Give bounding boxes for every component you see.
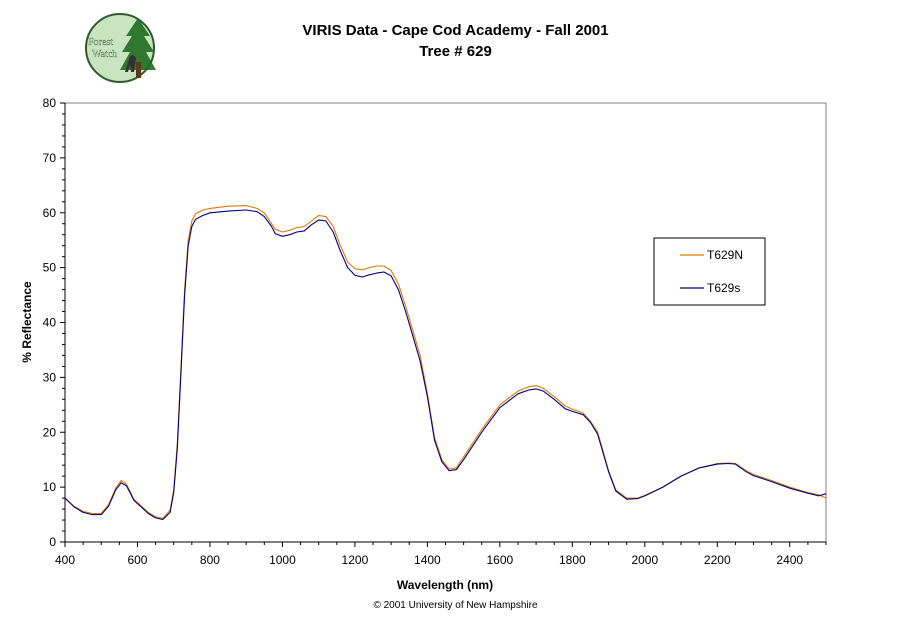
legend-label-t629s: T629s bbox=[707, 281, 740, 295]
series-layer bbox=[64, 205, 827, 521]
tree-icon bbox=[120, 18, 156, 70]
x-tick-label: 2200 bbox=[704, 553, 731, 567]
y-tick-label: 30 bbox=[43, 370, 57, 384]
logo-text-watch: Watch bbox=[92, 49, 117, 60]
x-tick-label: 2000 bbox=[631, 553, 658, 567]
y-tick-label: 20 bbox=[43, 425, 57, 439]
copyright-footer: © 2001 University of New Hampshire bbox=[373, 600, 538, 611]
y-tick-label: 80 bbox=[43, 96, 57, 110]
x-tick-label: 1400 bbox=[414, 553, 441, 567]
chart-title: VIRIS Data - Cape Cod Academy - Fall 200… bbox=[302, 22, 609, 39]
legend-box bbox=[653, 237, 766, 306]
y-tick-label: 10 bbox=[43, 480, 57, 494]
x-tick-label: 400 bbox=[55, 553, 75, 567]
y-tick-label: 60 bbox=[43, 206, 57, 220]
person-icon bbox=[125, 55, 136, 72]
x-axis-label: Wavelength (nm) bbox=[397, 578, 493, 592]
x-tick-label: 1200 bbox=[342, 553, 369, 567]
y-tick-label: 70 bbox=[43, 151, 57, 165]
legend-label-t629n: T629N bbox=[707, 248, 743, 262]
x-tick-label: 1000 bbox=[269, 553, 296, 567]
x-tick-label: 1600 bbox=[487, 553, 514, 567]
x-tick-label: 600 bbox=[127, 553, 147, 567]
x-tick-label: 2400 bbox=[776, 553, 803, 567]
y-tick-label: 40 bbox=[43, 316, 57, 330]
chart-subtitle: Tree # 629 bbox=[419, 43, 492, 60]
y-tick-label: 50 bbox=[43, 261, 57, 275]
y-axis: 0 10 20 30 40 50 60 70 80 bbox=[43, 96, 66, 549]
legend: T629N T629s bbox=[653, 237, 766, 306]
y-axis-label: % Reflectance bbox=[20, 281, 34, 363]
y-tick-label: 0 bbox=[49, 535, 56, 549]
plot-area bbox=[64, 102, 827, 543]
x-tick-label: 800 bbox=[200, 553, 220, 567]
logo-text-forest: Forest bbox=[88, 37, 113, 48]
forest-watch-logo: Forest Watch bbox=[85, 13, 156, 83]
series-line-t629s bbox=[64, 209, 827, 521]
x-tick-label: 1800 bbox=[559, 553, 586, 567]
x-axis: 400 600 800 1000 1200 1400 1600 1800 2000 2200 240… bbox=[55, 541, 827, 567]
